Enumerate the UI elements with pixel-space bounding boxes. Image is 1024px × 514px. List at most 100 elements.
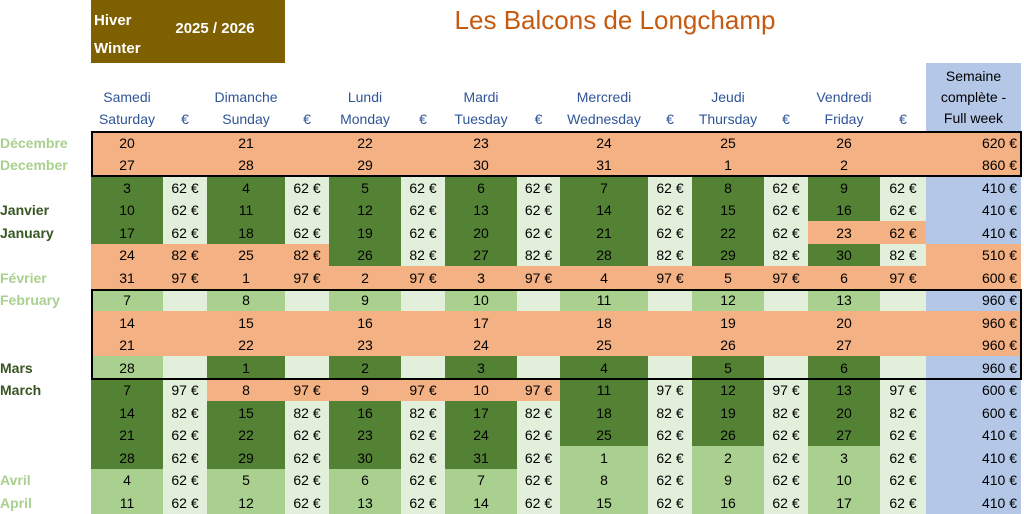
day-cell: 31 (560, 153, 648, 177)
price-cell (285, 288, 329, 312)
price-cell (880, 333, 926, 357)
day-cell: 11 (560, 288, 648, 312)
day-cell: 14 (560, 198, 648, 222)
day-cell: 30 (329, 446, 401, 470)
price-header: € (899, 111, 907, 127)
price-cell: 62 € (648, 491, 692, 514)
day-cell: 13 (808, 378, 880, 402)
price-cell (163, 153, 207, 177)
day-cell: 3 (91, 176, 163, 200)
price-cell: 62 € (163, 491, 207, 514)
price-cell: 62 € (880, 491, 926, 514)
day-cell: 1 (207, 266, 285, 290)
price-cell: 62 € (163, 221, 207, 245)
week-price: 410 € (926, 198, 1021, 222)
day-header-fr: Mercredi (576, 89, 632, 105)
day-header-fr: Samedi (103, 89, 151, 105)
day-cell: 25 (692, 131, 764, 155)
price-cell: 62 € (764, 491, 808, 514)
day-cell: 3 (808, 446, 880, 470)
day-cell: 4 (560, 266, 648, 290)
price-cell: 62 € (648, 198, 692, 222)
price-cell: 62 € (401, 221, 445, 245)
week-price: 410 € (926, 446, 1021, 470)
week-header-line: complète - (940, 88, 1007, 105)
price-cell (764, 288, 808, 312)
day-cell: 27 (445, 243, 517, 267)
price-cell (648, 153, 692, 177)
price-cell: 62 € (648, 221, 692, 245)
price-cell: 82 € (764, 401, 808, 425)
price-cell: 82 € (764, 243, 808, 267)
day-cell: 16 (692, 491, 764, 514)
day-cell: 9 (329, 378, 401, 402)
month-label: February (0, 292, 60, 309)
day-cell: 6 (808, 266, 880, 290)
day-cell: 7 (91, 288, 163, 312)
day-cell: 19 (692, 311, 764, 335)
price-cell: 62 € (285, 423, 329, 447)
day-header-fr: Lundi (347, 89, 383, 105)
day-header-fr: Vendredi (816, 89, 872, 105)
day-cell: 2 (692, 446, 764, 470)
price-cell: 62 € (764, 221, 808, 245)
week-price: 510 € (926, 243, 1021, 267)
price-cell: 62 € (163, 446, 207, 470)
week-price: 410 € (926, 176, 1021, 200)
price-header: € (303, 111, 311, 127)
price-cell: 97 € (648, 378, 692, 402)
day-cell: 11 (91, 491, 163, 514)
day-cell: 28 (91, 356, 163, 380)
day-cell: 30 (808, 243, 880, 267)
day-cell: 15 (207, 401, 285, 425)
day-header-en: Thursday (698, 111, 758, 127)
day-cell: 18 (207, 221, 285, 245)
month-label: March (0, 382, 42, 399)
day-cell: 29 (207, 446, 285, 470)
day-cell: 5 (692, 266, 764, 290)
month-label: January (0, 224, 54, 241)
week-price: 960 € (926, 333, 1021, 357)
price-cell: 62 € (517, 491, 560, 514)
price-cell: 82 € (401, 401, 445, 425)
price-cell: 62 € (285, 221, 329, 245)
title: Les Balcons de Longchamp (454, 4, 776, 35)
day-cell: 27 (808, 333, 880, 357)
price-cell: 82 € (163, 401, 207, 425)
price-cell: 97 € (401, 378, 445, 402)
day-cell: 30 (445, 153, 517, 177)
week-header-line: Semaine (945, 67, 1002, 84)
day-header-en: Monday (340, 111, 390, 127)
price-cell: 82 € (648, 401, 692, 425)
price-cell: 97 € (401, 266, 445, 290)
price-cell (517, 311, 560, 335)
month-label: Avril (0, 472, 31, 489)
day-cell: 26 (692, 423, 764, 447)
day-cell: 17 (445, 311, 517, 335)
day-cell: 20 (445, 221, 517, 245)
day-cell: 24 (91, 243, 163, 267)
price-cell (648, 288, 692, 312)
price-cell (880, 356, 926, 380)
day-cell: 23 (808, 221, 880, 245)
price-cell (880, 288, 926, 312)
price-cell: 62 € (285, 446, 329, 470)
week-price: 960 € (926, 288, 1021, 312)
price-cell (401, 131, 445, 155)
price-header: € (419, 111, 427, 127)
day-cell: 8 (207, 378, 285, 402)
price-cell: 62 € (764, 446, 808, 470)
month-label: December (0, 157, 68, 174)
day-cell: 29 (692, 243, 764, 267)
price-cell (285, 311, 329, 335)
price-cell (163, 311, 207, 335)
price-cell: 62 € (880, 468, 926, 492)
price-cell: 82 € (880, 243, 926, 267)
price-cell: 97 € (764, 266, 808, 290)
price-cell (401, 153, 445, 177)
price-cell: 62 € (401, 423, 445, 447)
day-cell: 3 (445, 266, 517, 290)
price-cell: 62 € (517, 468, 560, 492)
price-cell: 62 € (285, 491, 329, 514)
